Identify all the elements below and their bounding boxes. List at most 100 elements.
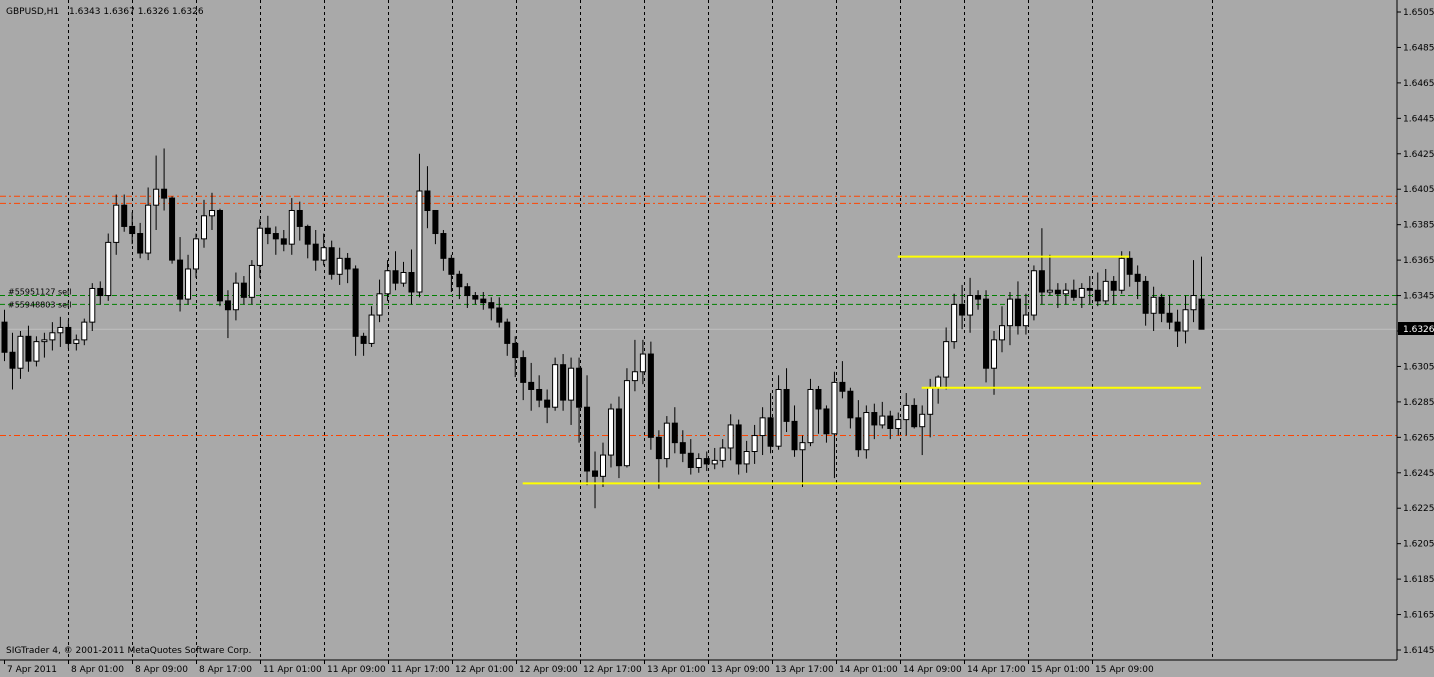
candle xyxy=(440,229,447,271)
candle xyxy=(568,357,575,425)
candle xyxy=(392,251,399,291)
candle xyxy=(296,201,303,241)
candle-body xyxy=(719,447,726,461)
candle xyxy=(751,424,758,464)
candle xyxy=(89,283,96,331)
candle-body xyxy=(25,335,32,362)
candle-body xyxy=(480,298,487,304)
candle xyxy=(145,187,152,261)
candle-body xyxy=(256,227,263,266)
candle-body xyxy=(592,470,599,477)
candle xyxy=(480,292,487,310)
price-tick-label: 1.6185 xyxy=(1403,575,1434,585)
candle-body xyxy=(1006,298,1013,327)
candle-body xyxy=(169,197,176,261)
candle xyxy=(360,332,367,356)
candle xyxy=(312,229,319,271)
candle-body xyxy=(336,257,343,275)
candle-body xyxy=(799,442,806,451)
time-tick-label: 14 Apr 09:00 xyxy=(903,665,962,675)
candle-body xyxy=(576,367,583,408)
candle-body xyxy=(201,215,207,240)
candle-body xyxy=(1134,273,1141,282)
candle-body xyxy=(735,424,742,465)
candle-body xyxy=(560,364,567,401)
candle xyxy=(631,339,638,392)
candle xyxy=(73,334,80,351)
time-tick-label: 12 Apr 01:00 xyxy=(455,665,514,675)
candle xyxy=(17,331,24,379)
candle xyxy=(759,407,766,456)
candle-body xyxy=(312,243,319,261)
candle-body xyxy=(839,381,846,392)
candle-body xyxy=(607,408,614,456)
candle-body xyxy=(1102,280,1109,302)
candle-body xyxy=(1022,314,1029,327)
time-tick-label: 11 Apr 09:00 xyxy=(327,665,386,675)
candle xyxy=(823,405,830,443)
candle-body xyxy=(1166,312,1173,323)
price-tick-label: 1.6425 xyxy=(1403,150,1434,160)
candle xyxy=(560,354,567,411)
candle xyxy=(448,254,455,293)
candle xyxy=(97,281,104,305)
candle xyxy=(121,194,128,232)
candle-body xyxy=(392,270,399,284)
candle-body xyxy=(1198,298,1205,330)
candle xyxy=(153,155,160,230)
candle-body xyxy=(512,342,519,359)
time-tick-label: 13 Apr 01:00 xyxy=(647,665,706,675)
time-tick-label: 13 Apr 17:00 xyxy=(775,665,834,675)
candle xyxy=(33,336,40,367)
candle-body xyxy=(631,371,638,382)
candle xyxy=(879,401,886,429)
candle-body xyxy=(983,298,990,369)
candle-body xyxy=(544,399,551,408)
candle-body xyxy=(751,435,758,453)
candle xyxy=(1150,286,1157,331)
candle-body xyxy=(288,209,295,245)
candle xyxy=(863,405,870,459)
candle-body xyxy=(711,459,718,465)
candle-body xyxy=(1070,289,1077,298)
candle-body xyxy=(65,326,72,344)
candle xyxy=(137,222,144,259)
candle xyxy=(767,393,774,454)
price-tick-label: 1.6385 xyxy=(1403,221,1434,231)
candle-body xyxy=(823,408,830,435)
candle-body xyxy=(807,388,814,444)
candle-body xyxy=(73,339,80,344)
candle xyxy=(775,375,782,450)
candle xyxy=(1078,283,1085,308)
candle xyxy=(1190,260,1197,323)
candle-body xyxy=(304,225,311,245)
candle-body xyxy=(1158,296,1165,314)
candle-body xyxy=(536,388,543,401)
candle xyxy=(161,148,168,211)
candle-body xyxy=(927,387,934,415)
candle xyxy=(456,270,463,300)
candle xyxy=(943,327,950,390)
candle xyxy=(607,403,614,468)
candle xyxy=(887,410,894,440)
candle xyxy=(416,153,423,298)
candle-body xyxy=(464,286,471,297)
candle-body xyxy=(440,233,447,259)
trend-lines-layer[interactable] xyxy=(522,255,1201,485)
candle xyxy=(1014,281,1021,335)
time-tick-label: 8 Apr 01:00 xyxy=(71,665,124,675)
candle xyxy=(256,219,263,278)
candle-body xyxy=(105,241,112,297)
candle-body xyxy=(113,204,120,243)
candle-body xyxy=(831,381,838,435)
copyright-text: SIGTrader 4, © 2001-2011 MetaQuotes Soft… xyxy=(6,646,251,656)
candle-body xyxy=(344,257,351,270)
candle xyxy=(703,451,710,472)
candle xyxy=(536,375,543,408)
price-tick-label: 1.6285 xyxy=(1403,398,1434,408)
time-tick-label: 14 Apr 01:00 xyxy=(839,665,898,675)
candle xyxy=(671,407,678,454)
